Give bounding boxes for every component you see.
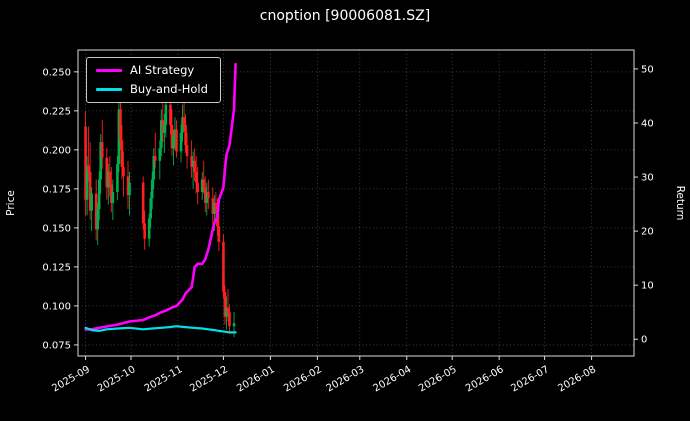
svg-text:40: 40	[641, 118, 654, 129]
y-axis-label-return: Return	[674, 186, 686, 221]
svg-text:20: 20	[641, 227, 654, 238]
svg-text:0.150: 0.150	[42, 223, 71, 234]
svg-text:50: 50	[641, 64, 654, 75]
ai-strategy-line-swatch	[96, 69, 122, 72]
buy-and-hold-line-swatch	[96, 88, 122, 91]
legend-label-ai-strategy: AI Strategy	[130, 63, 195, 77]
svg-text:0: 0	[641, 335, 647, 346]
y-axis-label-price: Price	[5, 190, 17, 216]
chart-title: cnoption [90006081.SZ]	[260, 8, 430, 24]
legend-item-buy-and-hold: Buy-and-Hold	[96, 83, 208, 96]
svg-text:0.225: 0.225	[42, 106, 71, 117]
svg-text:0.200: 0.200	[42, 145, 71, 156]
svg-text:0.075: 0.075	[42, 340, 71, 351]
svg-text:0.175: 0.175	[42, 184, 71, 195]
legend-label-buy-and-hold: Buy-and-Hold	[130, 82, 208, 96]
svg-text:0.250: 0.250	[42, 67, 71, 78]
svg-text:10: 10	[641, 281, 654, 292]
svg-text:0.125: 0.125	[42, 262, 71, 273]
svg-text:0.100: 0.100	[42, 301, 71, 312]
legend-item-ai-strategy: AI Strategy	[96, 64, 208, 77]
legend: AI Strategy Buy-and-Hold	[86, 57, 221, 103]
svg-text:30: 30	[641, 173, 654, 184]
